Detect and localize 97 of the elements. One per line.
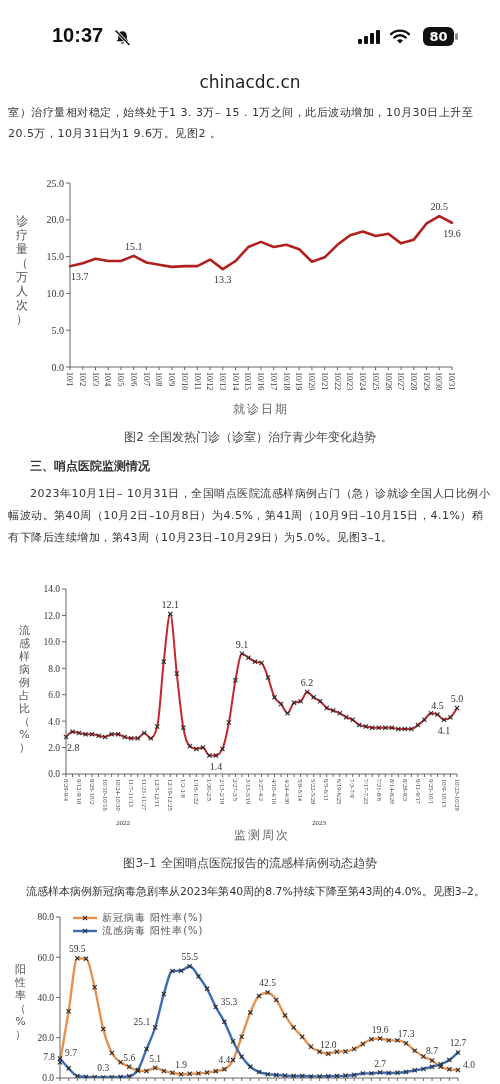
data-label: 13.3 (214, 274, 232, 286)
x-tick-label: 10/2 (77, 372, 87, 387)
y-tick-label: 0.0 (51, 361, 64, 373)
text: 图3–1 全国哨点医院报告的流感样病例动态趋势 (122, 855, 378, 872)
x-tick-label: 10/26 (383, 372, 393, 391)
x-axis-title: 就诊日期 (232, 402, 290, 417)
y-tick-label: 2.0 (48, 742, 61, 753)
x-tick-label: 10/25 (370, 372, 380, 391)
data-label: 59.5 (68, 944, 86, 955)
y-tick-label: 8.0 (48, 663, 61, 674)
x-tick-label: 10/3 (90, 372, 100, 387)
x-axis-title: 监测周次 (232, 828, 291, 843)
x-tick-label: 10/5 (116, 372, 126, 387)
x-tick-label: 10/31 (447, 372, 457, 391)
data-label: 5.6 (123, 1052, 136, 1063)
x-tick-label: 10/16 (256, 372, 266, 391)
x-tick-label: 10/24 (358, 372, 368, 391)
data-label: 6.2 (300, 677, 314, 689)
y-tick-label: 10.0 (43, 637, 61, 648)
text: 流感样本病例新冠病毒急剧率从2023年第40周的8.7%持续下降至第43周的4.0%。见图3–2。 (26, 884, 486, 900)
data-label: 42.5 (259, 978, 277, 989)
y-tick-label: 6.0 (48, 690, 61, 701)
data-label: 4.5 (431, 699, 444, 711)
text: 10:37 (52, 24, 104, 47)
x-tick-label: 10/29 (421, 372, 431, 391)
y-tick-label: 80.0 (37, 912, 55, 923)
x-tick-label: 10/4 (103, 372, 113, 387)
y-tick-label: 60.0 (37, 952, 55, 963)
y-tick-label: 40.0 (37, 992, 55, 1003)
y-tick-label: 12.0 (43, 610, 61, 621)
x-tick-label: 10/7 (141, 372, 151, 387)
data-label: 4.1 (437, 724, 451, 736)
data-label: 9.1 (235, 638, 249, 650)
data-label: 5.1 (149, 1053, 162, 1064)
data-label: 7.8 (43, 1052, 56, 1063)
x-tick-label: 10/17 (268, 372, 278, 391)
data-label: 12.0 (319, 1039, 337, 1050)
y-axis-title: 阳性率（%） (14, 963, 27, 1041)
x-tick-label: 10/10 (179, 372, 189, 391)
data-label: 12.7 (449, 1038, 467, 1049)
y-tick-label: 0.0 (48, 769, 61, 780)
x-tick-label: 10/1 (65, 372, 75, 387)
x-tick-label: 10/23 (345, 372, 355, 391)
x-tick-label: 10/8 (154, 372, 164, 387)
y-tick-label: 0.0 (42, 1073, 55, 1084)
x-tick-label: 10/15 (243, 372, 253, 391)
legend-label: 新冠病毒 阳性率(%) (102, 910, 204, 925)
data-label: 35.3 (220, 996, 238, 1007)
legend-label: 流感病毒 阳性率(%) (102, 923, 204, 938)
text: chinacdc.cn (198, 72, 302, 92)
x-tick-label: 10/18 (281, 372, 291, 391)
y-tick-label: 14.0 (43, 584, 61, 595)
x-tick-label: 10/27 (396, 372, 406, 391)
data-label: 25.1 (133, 1017, 151, 1028)
data-label: 20.5 (430, 201, 449, 213)
x-tick-label: 10/9 (167, 372, 177, 387)
data-label: 2.7 (374, 1058, 387, 1069)
data-label: 19.6 (443, 227, 461, 239)
x-tick-label: 10/6 (128, 372, 138, 387)
y-tick-label: 15.0 (46, 251, 64, 263)
data-label: 0.3 (97, 1063, 110, 1074)
x-tick-label: 10/12 (205, 372, 215, 391)
text: 室）治疗量相对稳定，始终处于1 3. 3万– 15 . 1万之间，此后波动增加，10月30日上升至20.5万，10月31日为1 9.6万。见图2 。 (8, 105, 475, 142)
data-label: 19.6 (371, 1024, 389, 1035)
text: 流感样病例占比（%） (19, 624, 30, 754)
data-label: 4.4 (218, 1055, 231, 1066)
x-tick-label: 10/20 (307, 372, 317, 391)
x-tick-label: 10/13 (218, 372, 227, 391)
data-label: 17.3 (397, 1029, 415, 1040)
data-label: 15.1 (124, 240, 143, 252)
y-tick-label: 5.0 (51, 324, 64, 336)
data-label: 13.7 (71, 271, 89, 283)
data-label: 5.0 (450, 692, 464, 704)
text: 图2 全国发热门诊（诊室）治疗青少年变化趋势 (123, 429, 377, 446)
data-label: 12.1 (161, 599, 180, 611)
x-tick-label: 10/11 (192, 372, 202, 390)
x-tick-label: 10/21 (319, 372, 329, 391)
x-tick-label: 10/14 (230, 372, 240, 391)
y-tick-label: 20.0 (37, 1033, 55, 1044)
data-label: 1.4 (209, 760, 223, 772)
x-tick-label: 10/19 (294, 372, 304, 391)
text: 2023年10月1日– 10月31日，全国哨点医院流感样病例占门（急）诊就诊全国人口比例小幅波动。第40周（10月2日–10月8日）为4.5%，第41周（10月9日–10月15日，4.1%）稍有下降后连续增加，第43周（10月23日–10月29日）为5.0%。见图3–1。 (8, 486, 492, 546)
data-label: 1.9 (175, 1060, 188, 1071)
data-label: 4.0 (463, 1059, 476, 1070)
x-tick-label: 10/22 (332, 372, 342, 391)
y-tick-label: 25.0 (46, 177, 64, 189)
data-label: 55.5 (181, 952, 199, 963)
y-axis-title: 诊疗量（万人次） (15, 214, 29, 326)
text: 三、哨点医院监测情况 (30, 458, 151, 475)
data-label: 8.7 (426, 1046, 439, 1057)
y-tick-label: 10.0 (46, 287, 64, 299)
x-tick-label: 10/28 (409, 372, 418, 391)
y-tick-label: 20.0 (46, 214, 64, 226)
data-label: 2.8 (67, 742, 80, 753)
y-tick-label: 4.0 (48, 716, 61, 727)
x-tick-label: 10/30 (434, 372, 444, 391)
data-label: 9.7 (65, 1048, 78, 1059)
